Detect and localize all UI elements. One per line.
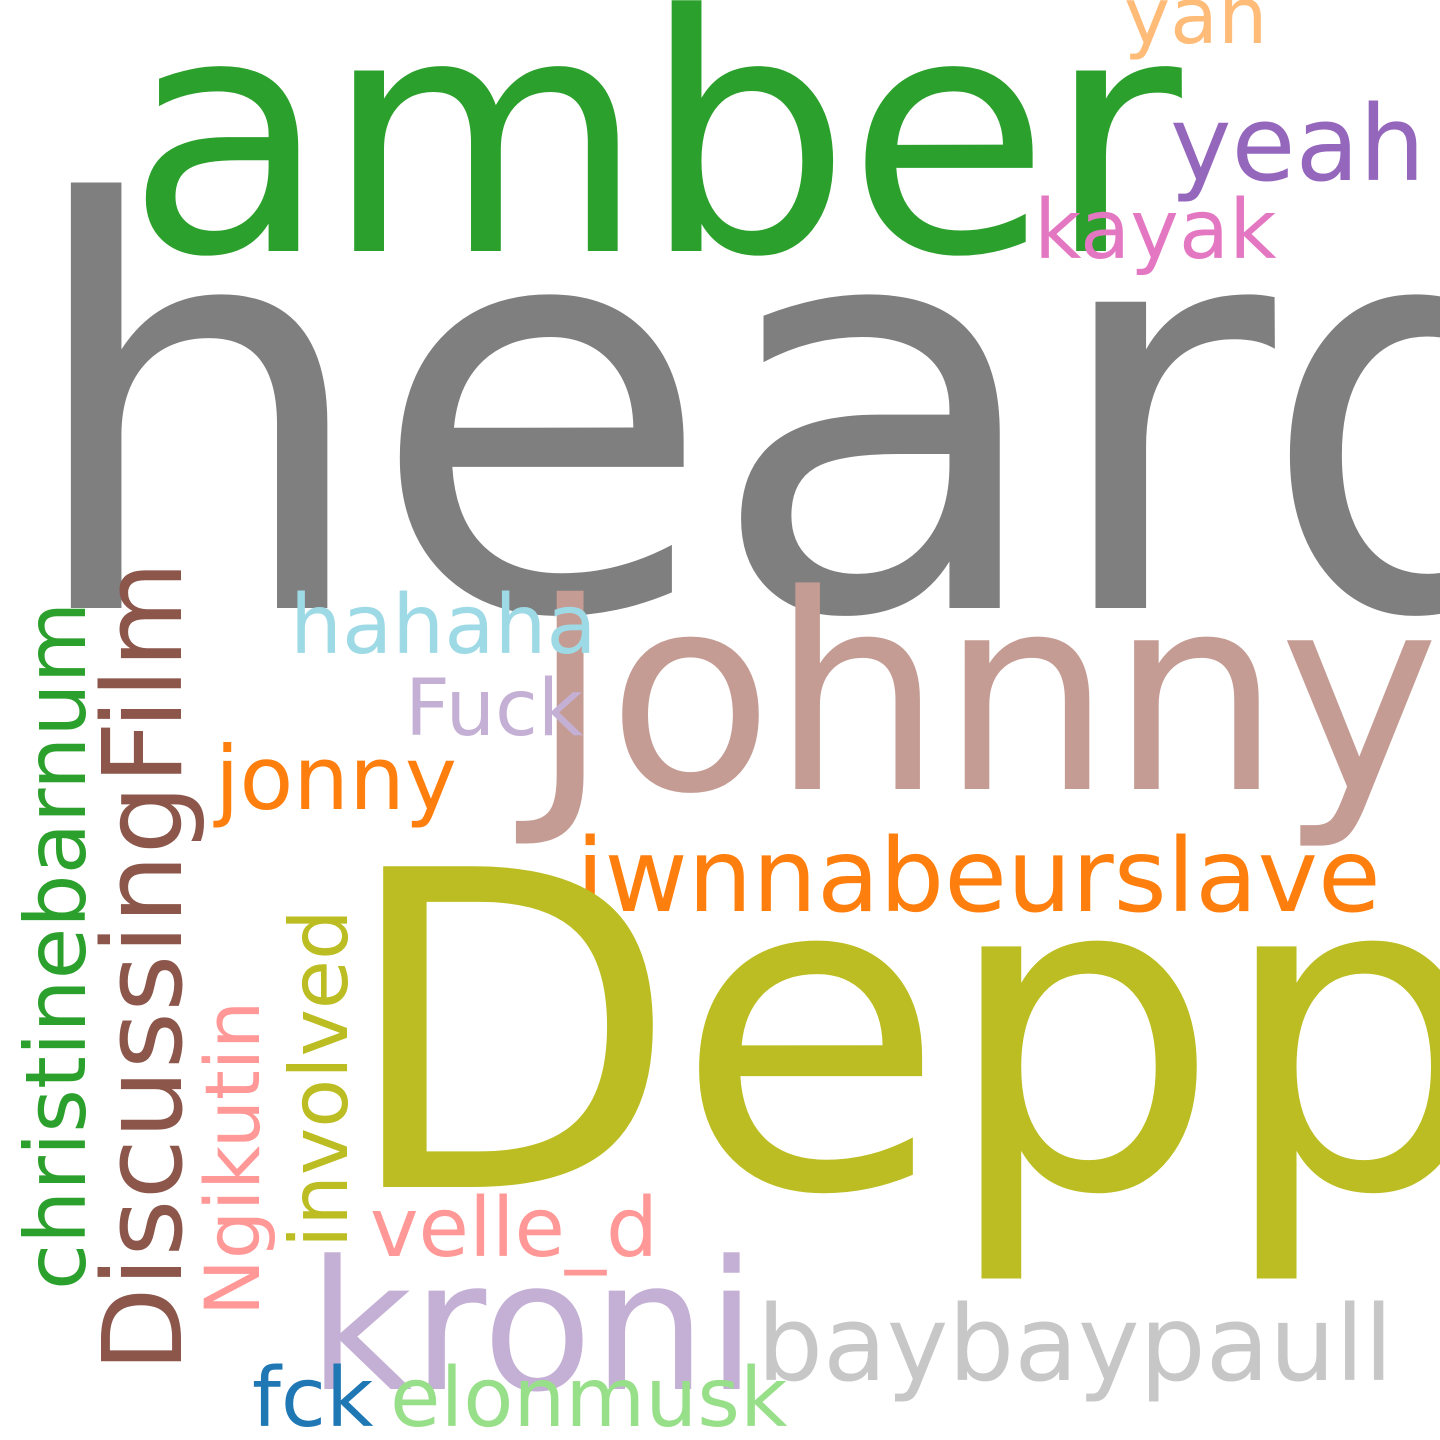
word-baybaypaull: baybaypaull [757,1283,1394,1405]
word-fck: fck [252,1351,374,1440]
word-kroni: kroni [308,1223,757,1432]
word-hahaha: hahaha [290,578,597,673]
word-kayak: kayak [1034,183,1277,278]
word-yeah: yeah [1170,83,1426,205]
word-amber: amber [126,0,1182,329]
word-yan: yan [1124,0,1268,62]
word-iwnnabeurslave: iwnnabeurslave [576,817,1381,936]
word-velle-d: velle_d [370,1181,659,1276]
word-jonny: jonny [215,727,457,830]
word-heard: heard [20,89,1440,741]
word-ngikutin: Ngikutin [188,1000,277,1316]
word-johnny: Johnny [530,538,1440,854]
word-elonmusk: elonmusk [390,1351,788,1440]
word-involved: involved [273,909,366,1248]
word-depp: Depp [340,779,1440,1291]
word-fuck: Fuck [405,664,584,754]
word-christinebarnum: christinebarnum [7,601,105,1290]
